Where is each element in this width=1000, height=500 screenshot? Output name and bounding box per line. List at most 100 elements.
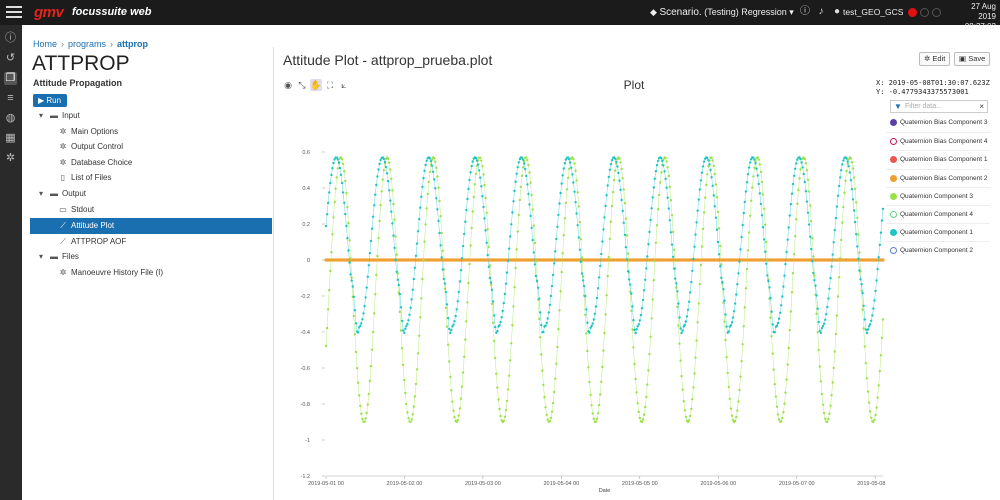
data-point [614, 157, 617, 160]
data-point [553, 390, 556, 394]
menu-icon[interactable] [6, 6, 22, 18]
data-point [729, 407, 733, 410]
data-point [539, 336, 542, 339]
data-point [568, 167, 571, 171]
data-point [790, 291, 794, 294]
data-point [576, 191, 579, 194]
data-point [468, 262, 471, 266]
tree-output[interactable]: ▾ ▬ Output [36, 186, 86, 202]
data-point [343, 170, 346, 173]
data-point [525, 156, 528, 159]
data-point [785, 378, 788, 381]
run-button[interactable]: ▶ Run [33, 94, 67, 107]
edit-button[interactable]: ✲ Edit [919, 52, 951, 66]
history-icon[interactable]: ↺ [5, 52, 16, 64]
data-point [745, 181, 749, 184]
tree-attitude-plot[interactable]: ⟋ Attitude Plot [30, 218, 272, 234]
legend-item[interactable]: Quaternion Component 4 [886, 205, 990, 223]
data-point [876, 267, 879, 271]
breadcrumb-programs[interactable]: programs [68, 39, 107, 49]
tree-manoeuvre-history[interactable]: ✲ Manoeuvre History File (I) [58, 265, 163, 281]
tree-stdout[interactable]: ▭ Stdout [58, 202, 94, 218]
data-point [520, 174, 524, 177]
data-point [850, 161, 854, 164]
status-grey-icon-2 [932, 8, 941, 17]
legend-item[interactable]: Quaternion Component 3 [886, 186, 990, 205]
data-point [330, 251, 333, 254]
pan-icon[interactable]: ✋ [310, 79, 322, 91]
zoom-icon[interactable]: ⤡ [298, 80, 306, 90]
data-point [460, 385, 464, 388]
close-icon[interactable]: × [979, 102, 984, 111]
y-tick-label: 0.6 [302, 150, 310, 156]
tree-list-of-files[interactable]: ▯ List of Files [58, 170, 112, 186]
camera-icon[interactable]: ◉ [284, 80, 292, 90]
data-point [364, 417, 367, 420]
legend-item[interactable]: Quaternion Bias Component 4 [886, 132, 990, 150]
data-point [833, 350, 836, 353]
tree-files[interactable]: ▾ ▬ Files [36, 249, 79, 265]
data-point [781, 295, 784, 298]
x-tick-label: 2019-05-07 00 [779, 481, 815, 487]
data-point [445, 303, 449, 306]
gear-icon[interactable]: ✲ [5, 152, 16, 164]
breadcrumb-home[interactable]: Home [33, 39, 58, 49]
data-point [373, 204, 376, 207]
legend-item[interactable]: Quaternion Bias Component 1 [886, 150, 990, 168]
user-name[interactable]: test_GEO_GCS [843, 7, 904, 17]
data-point [530, 193, 533, 197]
data-point [588, 380, 591, 384]
data-point [832, 366, 835, 370]
windows-icon[interactable]: ❐ [4, 72, 17, 85]
panel-divider[interactable] [273, 47, 274, 500]
data-point [503, 415, 507, 418]
data-point [602, 228, 605, 231]
filter-placeholder: Filter data... [905, 103, 942, 110]
legend-item[interactable]: Quaternion Bias Component 2 [886, 168, 990, 187]
layers-icon: ◆ [650, 7, 657, 17]
data-point [622, 221, 625, 224]
data-point [521, 158, 525, 161]
data-point [466, 301, 469, 304]
data-point [727, 330, 730, 333]
plot-area[interactable]: Plot0.60.40.20-0.2-0.4-0.6-0.8-1-1.22019… [283, 76, 886, 496]
bell-icon[interactable]: ♪ [818, 6, 824, 17]
globe-icon[interactable]: ◍ [5, 112, 16, 124]
info-icon[interactable]: ⓘ [5, 32, 16, 44]
data-point [330, 173, 333, 177]
breadcrumb-current[interactable]: attprop [117, 39, 149, 49]
tree-input[interactable]: ▾ ▬ Input [36, 108, 80, 124]
data-point [529, 214, 532, 218]
scenario-selector[interactable]: ◆ Scenario. (Testing) Regression ▾ [650, 7, 794, 18]
data-point [661, 159, 664, 163]
data-point [625, 258, 629, 261]
data-point [606, 274, 609, 278]
legend-item[interactable]: Quaternion Bias Component 3 [886, 114, 990, 132]
tree-database-choice[interactable]: ✲ Database Choice [58, 155, 133, 171]
data-point [788, 214, 791, 217]
data-point [529, 181, 532, 184]
legend-item[interactable]: Quaternion Component 1 [886, 223, 990, 241]
y-tick-label: -0.2 [301, 294, 310, 300]
data-point [754, 162, 757, 165]
legend-item[interactable]: Quaternion Component 2 [886, 241, 990, 259]
tree-output-control[interactable]: ✲ Output Control [58, 139, 123, 155]
user-icon[interactable]: ● [833, 6, 841, 17]
calendar-icon[interactable]: ▦ [5, 132, 16, 144]
data-point [855, 233, 858, 236]
tree-main-options[interactable]: ✲ Main Options [58, 124, 119, 140]
reset-axes-icon[interactable]: ⟀ [341, 80, 347, 90]
filter-input[interactable]: ▼ Filter data... × [890, 100, 988, 113]
data-point [706, 156, 709, 160]
data-point [824, 417, 827, 420]
data-point [474, 156, 478, 160]
database-icon[interactable]: ≡ [7, 92, 14, 104]
tree-attprop-aof[interactable]: ⟋ ATTPROP AOF [58, 234, 126, 250]
data-point [489, 281, 493, 284]
data-point [807, 223, 811, 226]
save-button[interactable]: ▣ Save [954, 52, 991, 66]
data-point [722, 301, 725, 304]
info-icon[interactable]: ⓘ [800, 6, 810, 17]
data-point [773, 331, 776, 334]
autoscale-icon[interactable]: ⛶ [326, 80, 334, 90]
